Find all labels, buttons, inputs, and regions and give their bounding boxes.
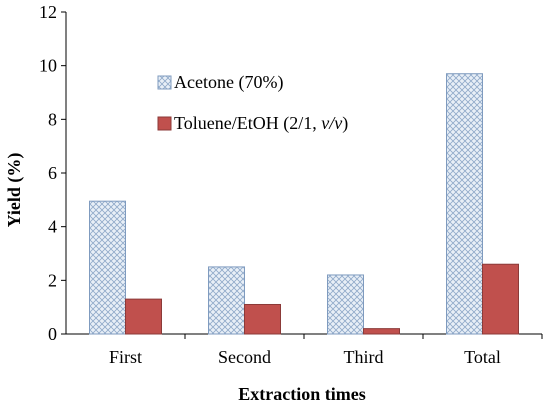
- bar-acetone-total: [446, 73, 483, 335]
- bar-acetone-third: [327, 274, 364, 335]
- y-tick-label: 6: [48, 163, 57, 183]
- y-tick-label: 2: [48, 270, 57, 290]
- legend-swatch-acetone: [157, 75, 172, 90]
- y-tick-label: 10: [39, 56, 57, 76]
- x-tick-label: Third: [344, 347, 384, 367]
- legend-label-acetone: Acetone (70%): [174, 72, 283, 93]
- bar-toluene-third: [363, 328, 400, 335]
- x-tick-label: Second: [218, 347, 271, 367]
- x-tick-label: First: [109, 347, 142, 367]
- legend-swatch-toluene: [157, 116, 172, 131]
- x-axis-title: Extraction times: [238, 384, 365, 404]
- bar-toluene-first: [125, 298, 162, 335]
- x-tick-label: Total: [464, 347, 501, 367]
- bar-acetone-second: [208, 266, 245, 335]
- plot-area: 0 2 4 6 8 10 12 First Second Third Total: [39, 2, 543, 367]
- legend-label-toluene: Toluene/EtOH (2/1, v/v): [174, 113, 348, 134]
- legend: Acetone (70%) Toluene/EtOH (2/1, v/v): [157, 72, 348, 134]
- y-tick-label: 0: [48, 324, 57, 344]
- y-axis-title: Yield (%): [4, 153, 25, 228]
- y-tick-label: 12: [39, 2, 57, 22]
- bar-toluene-total: [482, 263, 519, 335]
- y-tick-label: 4: [48, 217, 57, 237]
- y-tick-label: 8: [48, 109, 57, 129]
- bar-acetone-first: [89, 200, 126, 335]
- bar-toluene-second: [244, 303, 281, 335]
